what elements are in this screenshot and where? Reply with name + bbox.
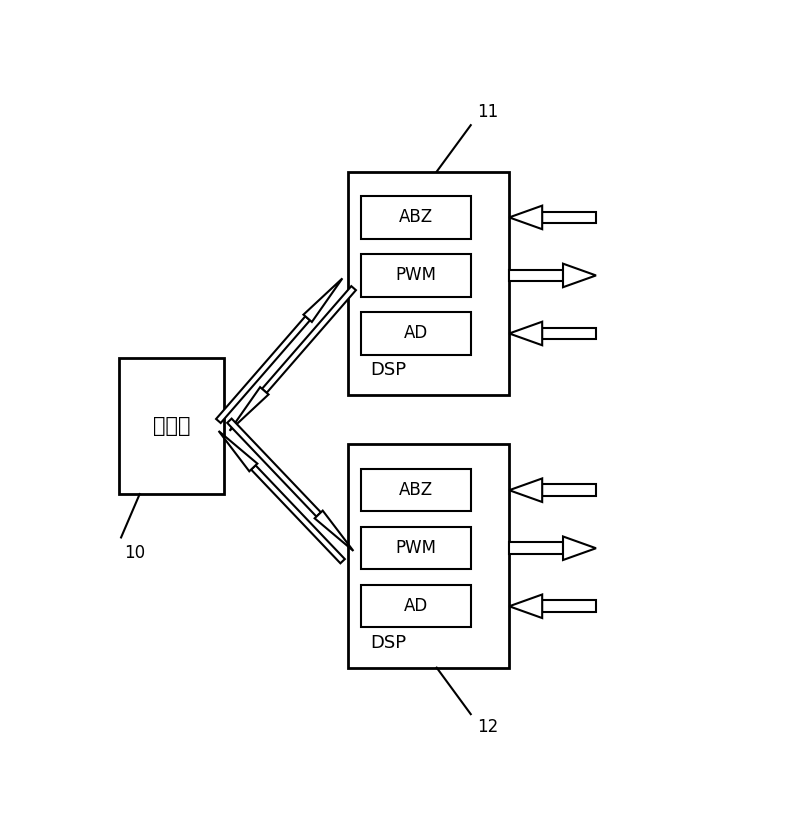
Polygon shape — [510, 479, 542, 502]
Polygon shape — [510, 322, 542, 345]
Text: 11: 11 — [477, 103, 498, 120]
Bar — [348, 172, 510, 395]
Text: DSP: DSP — [370, 361, 406, 379]
Bar — [361, 527, 470, 569]
Text: PWM: PWM — [395, 267, 436, 284]
Text: 上位机: 上位机 — [153, 416, 190, 435]
Bar — [361, 196, 470, 238]
Polygon shape — [227, 419, 321, 517]
Polygon shape — [563, 537, 596, 560]
Text: 12: 12 — [477, 719, 498, 736]
Text: 10: 10 — [124, 543, 146, 562]
Polygon shape — [303, 278, 342, 322]
Polygon shape — [230, 387, 269, 430]
Polygon shape — [510, 205, 542, 229]
Bar — [542, 327, 596, 339]
Bar — [542, 212, 596, 224]
Polygon shape — [314, 510, 354, 551]
Polygon shape — [510, 594, 542, 618]
Polygon shape — [251, 465, 345, 563]
Bar — [361, 254, 470, 297]
Text: AD: AD — [403, 597, 428, 615]
Polygon shape — [262, 286, 356, 393]
Text: AD: AD — [403, 324, 428, 342]
Bar — [542, 600, 596, 612]
Bar — [348, 445, 510, 667]
Bar — [361, 585, 470, 627]
Bar — [361, 312, 470, 355]
Polygon shape — [563, 263, 596, 288]
Text: ABZ: ABZ — [398, 209, 433, 226]
Text: PWM: PWM — [395, 539, 436, 558]
Text: DSP: DSP — [370, 634, 406, 652]
Bar — [118, 357, 224, 494]
Bar — [510, 543, 563, 554]
Bar — [361, 469, 470, 511]
Text: ABZ: ABZ — [398, 481, 433, 499]
Polygon shape — [216, 317, 310, 423]
Polygon shape — [218, 431, 258, 471]
Bar — [510, 269, 563, 282]
Bar — [542, 484, 596, 496]
